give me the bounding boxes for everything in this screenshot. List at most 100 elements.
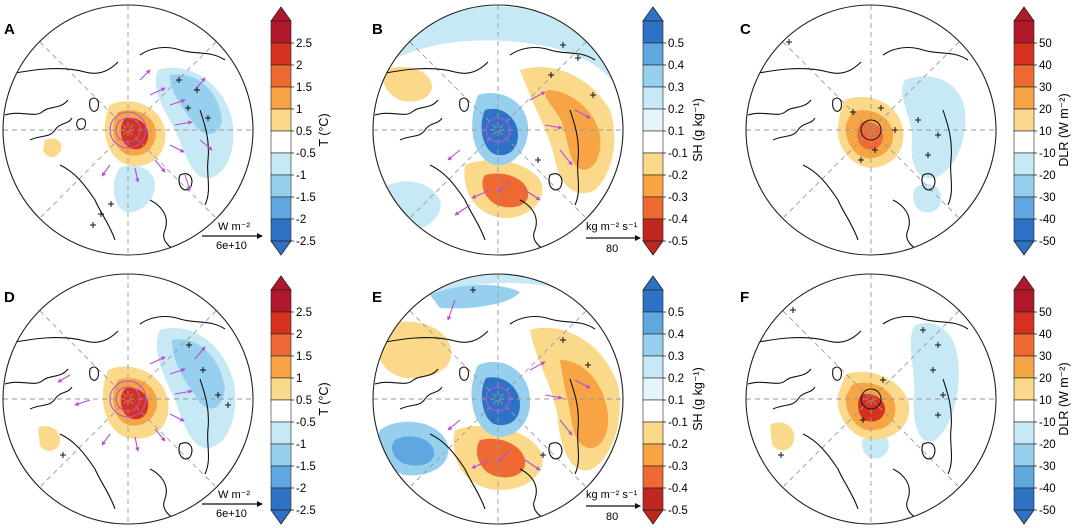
panel-c-positive-core — [857, 121, 884, 150]
panel-a-cold-anomaly-south — [113, 165, 155, 213]
colorbar-tick-label: 40 — [1039, 329, 1052, 341]
colorbar-tick-label: -2 — [296, 214, 306, 226]
colorbar-segment — [1013, 64, 1035, 88]
colorbar-segment — [642, 86, 664, 110]
panel-d: D W m⁻² 6e+10 2.5 2 1.5 1 0.5 -0.5 -1 -1.5 -2 -2.… — [2, 273, 331, 525]
panel-c-graticule — [782, 41, 960, 219]
colorbar-tick-label: -0.5 — [296, 148, 316, 160]
colorbar-segment — [270, 311, 292, 335]
colorbar-segment — [270, 130, 292, 154]
colorbar-segment — [270, 174, 292, 198]
colorbar-segment — [270, 333, 292, 357]
colorbar-segment — [270, 108, 292, 132]
panel-a-field — [3, 5, 253, 255]
colorbar-segment — [270, 465, 292, 489]
panel-a-graticule — [39, 41, 217, 219]
panel-b: B kg m⁻² s⁻¹ 80 0.5 0.4 0.3 0.2 0.1 -0.1 -0.2 -… — [372, 4, 705, 256]
panel-b-field — [373, 5, 623, 255]
panel-e-map-boundary — [372, 273, 624, 525]
colorbar-tick-label: -0.5 — [668, 236, 688, 248]
colorbar-segment — [642, 20, 664, 44]
panel-a-graticule — [39, 41, 217, 219]
panel-e-polar-vortex-ring — [485, 386, 511, 412]
colorbar-segment — [1013, 218, 1035, 242]
colorbar-tick-label: -30 — [1039, 192, 1056, 204]
colorbar-tick-label: -0.5 — [296, 417, 316, 429]
colorbar-tick-label: -2 — [296, 483, 306, 495]
panel-d-field — [3, 274, 253, 524]
panel-e-dry-east-mid — [560, 360, 609, 449]
panel-f-graticule — [782, 310, 960, 488]
panel-a-map-boundary — [2, 4, 254, 256]
panel-f-field — [746, 274, 996, 524]
panel-c-label: C — [740, 21, 751, 38]
colorbar-tick-label: -30 — [1039, 461, 1056, 473]
colorbar-segment — [270, 443, 292, 467]
colorbar-segment — [1013, 443, 1035, 467]
panel-a-cold-core — [170, 74, 222, 135]
panel-b-coastlines — [374, 46, 596, 253]
colorbar-extension-bottom — [270, 509, 292, 525]
colorbar-tick-label: -0.2 — [668, 170, 688, 182]
panel-a-reference-vector: W m⁻² 6e+10 — [202, 221, 263, 252]
panel-e-label: E — [372, 289, 382, 306]
colorbar-tick-label: 2 — [296, 329, 302, 341]
colorbar-tick-label: 2.5 — [296, 38, 312, 50]
colorbar-segment — [642, 355, 664, 379]
colorbar-extension-bottom — [642, 509, 664, 525]
colorbar-tick-label: -50 — [1039, 236, 1056, 248]
panel-d-colorbar: 2.5 2 1.5 1 0.5 -0.5 -1 -1.5 -2 -2.5 — [270, 275, 316, 525]
colorbar-segment — [1013, 311, 1035, 335]
panel-b-graticule — [409, 41, 587, 219]
colorbar-segment — [642, 174, 664, 198]
panel-e-coastlines — [374, 315, 596, 522]
panel-f-pole-marker — [860, 388, 882, 410]
colorbar-tick-label: -40 — [1039, 483, 1056, 495]
panel-b-reference-unit: kg m⁻² s⁻¹ — [586, 221, 638, 233]
panel-e-graticule — [409, 310, 587, 488]
colorbar-segment — [270, 86, 292, 110]
panel-c-field — [746, 5, 996, 255]
colorbar-segment — [1013, 20, 1035, 44]
colorbar-tick-label: -20 — [1039, 439, 1056, 451]
panel-d-reference-unit: W m⁻² — [218, 489, 250, 501]
panel-a-polar-vortex-ring — [109, 111, 147, 149]
panel-b-flux-vectors — [447, 91, 591, 216]
colorbar-tick-label: 1.5 — [296, 82, 312, 94]
colorbar-extension-bottom — [270, 240, 292, 256]
colorbar-extension-top — [642, 275, 664, 291]
panel-a-flux-vectors — [101, 69, 213, 191]
colorbar-extension-top — [1013, 6, 1035, 22]
panel-d-significance-markers — [60, 342, 231, 458]
panel-d-graticule — [39, 310, 217, 488]
colorbar-tick-label: 0.5 — [296, 395, 312, 407]
panel-f-colorbar: 50 40 30 20 10 -10 -20 -30 -40 -50 — [1013, 275, 1056, 525]
panel-b-map-boundary — [372, 4, 624, 256]
panel-f-label: F — [740, 289, 749, 306]
colorbar-tick-label: -1 — [296, 439, 306, 451]
panel-b-colorbar: 0.5 0.4 0.3 0.2 0.1 -0.1 -0.2 -0.3 -0.4 -0.5 — [642, 6, 688, 256]
colorbar-segment — [270, 218, 292, 242]
panel-f-colorbar-title: DLR (W m⁻²) — [1057, 362, 1071, 435]
panel-e-significance-markers — [470, 287, 591, 458]
panel-b-colorbar-title: SH (g kg⁻¹) — [691, 98, 705, 162]
colorbar-tick-label: 50 — [1039, 307, 1052, 319]
colorbar-segment — [1013, 42, 1035, 66]
colorbar-extension-top — [642, 6, 664, 22]
panel-b-dry-south-core — [482, 173, 529, 208]
panel-e-colorbar-title: SH (g kg⁻¹) — [691, 367, 705, 431]
colorbar-tick-label: 0.5 — [296, 126, 312, 138]
colorbar-segment — [1013, 377, 1035, 401]
panel-d-colorbar-title: T (°C) — [317, 382, 331, 415]
colorbar-tick-label: -10 — [1039, 148, 1056, 160]
panel-e: E kg m⁻² s⁻¹ 80 0.5 0.4 0.3 0.2 0.1 -0.1 -0.2 -… — [372, 273, 705, 525]
colorbar-tick-label: -10 — [1039, 417, 1056, 429]
colorbar-segment — [642, 130, 664, 154]
colorbar-segment — [642, 377, 664, 401]
colorbar-segment — [1013, 421, 1035, 445]
panel-b-moist-band — [375, 6, 622, 96]
colorbar-segment — [642, 421, 664, 445]
panel-d-reference-vector: W m⁻² 6e+10 — [202, 489, 263, 520]
colorbar-tick-label: 50 — [1039, 38, 1052, 50]
